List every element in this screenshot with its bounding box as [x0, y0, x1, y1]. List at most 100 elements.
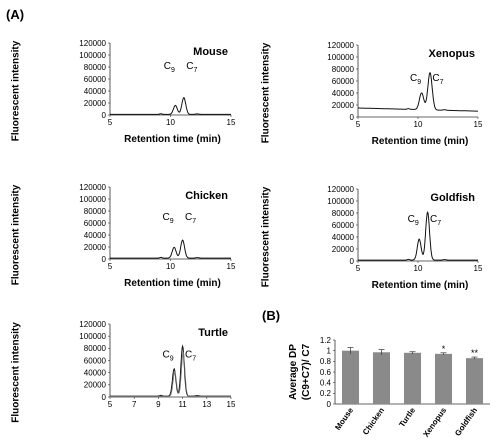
- panel-label-a: (A): [6, 7, 24, 22]
- significance-mark: *: [442, 344, 446, 354]
- y-tick-label: 80000: [332, 209, 355, 218]
- y-tick-label: 20000: [84, 243, 107, 252]
- y-tick-label: 120000: [327, 41, 354, 50]
- chromatogram-trace: [110, 344, 231, 397]
- chromatogram-xenopus: 0 20000 40000 60000 80000 100000 120000 5 10 15 Xe…: [260, 41, 483, 147]
- x-tick-label: 15: [474, 120, 483, 129]
- category-label: Xenopus: [421, 406, 448, 439]
- significance-mark: **: [471, 348, 479, 358]
- y-tick-label: 0: [102, 255, 107, 264]
- y-tick-label: 80000: [84, 344, 107, 353]
- y-tick-label: 0: [350, 257, 355, 266]
- y-tick-label: 120000: [327, 185, 354, 194]
- y-tick-label: 1: [327, 346, 332, 355]
- chromatogram-trace: [358, 71, 479, 112]
- chromatogram-turtle: 0 20000 40000 60000 80000 100000 120000 5 7 9 11 13…: [10, 320, 236, 423]
- y-tick-label: 120000: [79, 183, 106, 192]
- y-tick-label: 40000: [84, 87, 107, 96]
- peak-subscript: 7: [192, 355, 196, 362]
- x-tick-label: 11: [178, 400, 187, 409]
- peak-label-c9: C9: [163, 212, 174, 225]
- y-tick-label: 80000: [332, 65, 355, 74]
- y-tick-label: 20000: [84, 381, 107, 390]
- peak-label-c7: C7: [430, 214, 441, 227]
- y-tick-label: 20000: [84, 99, 107, 108]
- species-label: Mouse: [193, 46, 228, 58]
- x-tick-label: 15: [227, 262, 236, 271]
- x-tick-label: 7: [132, 400, 137, 409]
- x-tick-label: 15: [227, 118, 236, 127]
- y-tick-label: 0: [102, 393, 107, 402]
- y-tick-label: 0: [102, 111, 107, 120]
- chromatogram-trace: [110, 239, 231, 259]
- peak-label-c7: C7: [432, 73, 443, 86]
- y-axis-label-line1: Average DP: [288, 344, 299, 400]
- peak-letter: C: [164, 61, 171, 72]
- y-tick-label: 0: [350, 113, 355, 122]
- bar-mouse: [341, 350, 360, 404]
- species-label: Turtle: [198, 327, 228, 339]
- species-label: Xenopus: [429, 48, 475, 60]
- category-label: Mouse: [333, 406, 355, 432]
- peak-letter: C: [185, 212, 192, 223]
- y-tick-label: 60000: [84, 356, 107, 365]
- peak-letter: C: [163, 349, 170, 360]
- y-tick-label: 60000: [332, 77, 355, 86]
- peak-subscript: 9: [415, 220, 419, 227]
- chromatogram-mouse: 0 20000 40000 60000 80000 100000 120000 5 10 15 Mo…: [10, 39, 236, 145]
- y-tick-label: 100000: [327, 53, 354, 62]
- y-tick-label: 40000: [84, 368, 107, 377]
- peak-label-c9: C9: [164, 61, 175, 74]
- chromatogram-goldfish: 0 20000 40000 60000 80000 100000 120000 5 10 15 Go…: [260, 185, 483, 291]
- bar-turtle: [403, 352, 422, 404]
- peak-subscript: 9: [171, 67, 175, 74]
- category-label: Turtle: [397, 406, 417, 429]
- y-tick-label: 20000: [332, 101, 355, 110]
- y-tick-label: 100000: [79, 51, 106, 60]
- y-tick-label: 0.8: [320, 357, 332, 366]
- peak-label-c7: C7: [185, 349, 196, 362]
- chromatogram-trace: [110, 97, 231, 115]
- chromatogram-trace: [358, 210, 478, 261]
- y-tick-label: 40000: [84, 231, 107, 240]
- peak-subscript: 7: [437, 220, 441, 227]
- peak-subscript: 7: [440, 79, 444, 86]
- x-tick-label: 10: [166, 118, 175, 127]
- y-tick-label: 120000: [79, 39, 106, 48]
- x-axis-label: Retention time (min): [124, 278, 221, 289]
- x-tick-label: 5: [108, 400, 113, 409]
- peak-label-c9: C9: [408, 214, 419, 227]
- y-tick-label: 60000: [84, 75, 107, 84]
- bar-goldfish: [465, 358, 484, 404]
- peak-label-c9: C9: [410, 73, 421, 86]
- x-axis-label: Retention time (min): [372, 136, 469, 147]
- x-tick-label: 5: [108, 262, 113, 271]
- y-tick-label: 40000: [332, 233, 355, 242]
- y-axis-label: Fluorescent intensity: [10, 40, 21, 141]
- category-label: Goldfish: [453, 406, 479, 438]
- y-axis-label: Fluorescent intensity: [10, 322, 21, 423]
- peak-subscript: 7: [192, 218, 196, 225]
- peak-letter: C: [185, 349, 192, 360]
- y-tick-label: 40000: [332, 89, 355, 98]
- x-tick-label: 13: [202, 400, 211, 409]
- x-tick-label: 5: [356, 120, 361, 129]
- y-tick-label: 0: [327, 400, 332, 409]
- x-tick-label: 15: [474, 264, 483, 273]
- y-tick-label: 0.6: [320, 368, 332, 377]
- x-tick-label: 10: [166, 262, 175, 271]
- x-tick-label: 5: [108, 118, 113, 127]
- peak-letter: C: [432, 73, 439, 84]
- peak-label-c9: C9: [163, 349, 174, 362]
- y-tick-label: 60000: [84, 219, 107, 228]
- x-tick-label: 5: [356, 264, 361, 273]
- y-tick-label: 100000: [327, 197, 354, 206]
- panel-label-b: (B): [262, 308, 280, 323]
- y-tick-label: 80000: [84, 63, 107, 72]
- y-axis-label: Fluorescent intensity: [10, 184, 21, 285]
- peak-letter: C: [410, 73, 417, 84]
- x-tick-label: 10: [414, 264, 423, 273]
- category-label: Chicken: [361, 406, 386, 437]
